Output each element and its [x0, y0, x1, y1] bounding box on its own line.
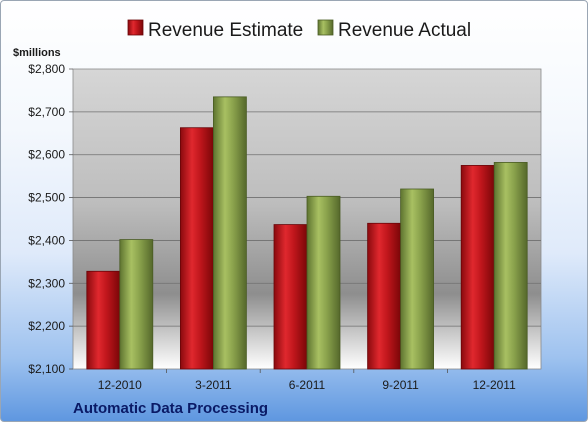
legend-swatch-estimate — [127, 19, 144, 36]
y-tick-label: $2,100 — [28, 362, 65, 376]
y-tick-label: $2,500 — [28, 191, 65, 205]
x-tick-label: 12-2011 — [473, 378, 516, 392]
y-tick-label: $2,300 — [28, 276, 65, 290]
y-tick-label: $2,700 — [28, 105, 65, 119]
x-tick-label: 12-2010 — [98, 378, 142, 392]
company-name: Automatic Data Processing — [73, 400, 268, 417]
bars — [86, 96, 528, 370]
legend-label-estimate: Revenue Estimate — [148, 20, 303, 41]
y-tick-label: $2,200 — [28, 319, 65, 333]
bar-estimate — [367, 222, 402, 370]
x-tick-label: 9-2011 — [382, 378, 419, 392]
y-axis-ticks: $2,100 $2,200 $2,300 $2,400 $2,500 $2,600 $2,7… — [28, 62, 73, 376]
bar-actual — [493, 162, 528, 370]
x-tick-label: 6-2011 — [289, 378, 326, 392]
x-axis-ticks: 12-2010 3-2011 6-2011 9-2011 12-2011 — [98, 369, 516, 392]
legend: Revenue Estimate Revenue Actual — [127, 19, 471, 41]
bar-actual — [212, 96, 247, 370]
legend-label-actual: Revenue Actual — [338, 20, 471, 41]
bar-actual — [400, 188, 435, 370]
bar-estimate — [86, 270, 121, 370]
bar-actual — [119, 239, 154, 370]
bar-actual — [306, 195, 341, 370]
bar-estimate — [273, 224, 308, 370]
bar-estimate — [460, 165, 495, 370]
legend-swatch-actual — [317, 19, 334, 36]
y-tick-label: $2,400 — [28, 233, 65, 247]
y-tick-label: $2,600 — [28, 148, 65, 162]
y-tick-label: $2,800 — [28, 62, 65, 76]
bar-estimate — [179, 127, 214, 370]
x-tick-label: 3-2011 — [195, 378, 232, 392]
y-axis-unit-label: $millions — [13, 47, 61, 59]
